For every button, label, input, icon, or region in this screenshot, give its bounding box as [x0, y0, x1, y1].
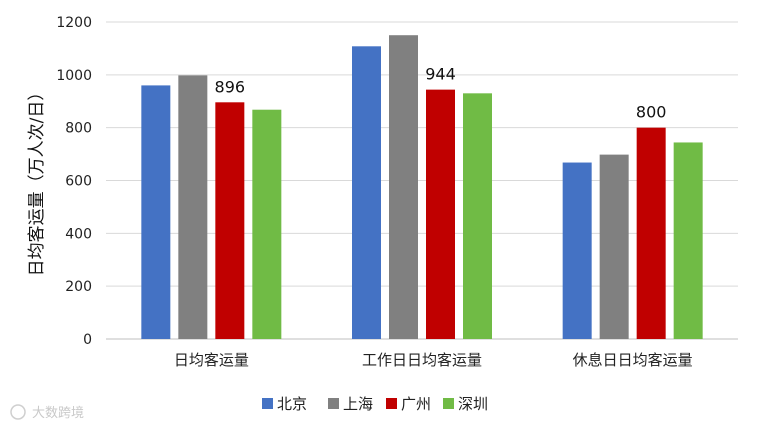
y-tick-label: 1200	[56, 15, 92, 31]
bar	[352, 46, 381, 339]
bars	[141, 35, 703, 340]
y-tick-label: 200	[65, 279, 92, 295]
data-label: 944	[425, 65, 456, 84]
data-label: 800	[636, 103, 667, 122]
bar	[599, 154, 629, 339]
gridlines	[106, 21, 738, 340]
legend-label: 深圳	[458, 395, 488, 413]
x-tick-label: 工作日日均客运量	[362, 351, 482, 369]
y-tick-labels: 0 200 400 600 800 1000 1200	[56, 15, 92, 348]
bar	[389, 35, 418, 339]
category-labels: 日均客运量 工作日日均客运量 休息日日均客运量	[174, 351, 693, 369]
bar	[426, 89, 455, 339]
bar	[463, 93, 492, 339]
legend-label: 上海	[343, 395, 373, 413]
watermark: 大数跨境	[10, 404, 84, 421]
legend-swatch	[386, 398, 397, 409]
legend: 北京 上海 广州 深圳	[262, 395, 488, 413]
watermark-text: 大数跨境	[32, 406, 84, 421]
y-tick-label: 1000	[56, 68, 92, 84]
legend-swatch	[328, 398, 339, 409]
data-labels: 896 944 800	[215, 65, 667, 122]
bar	[562, 162, 592, 339]
bar	[636, 127, 666, 340]
x-tick-label: 日均客运量	[174, 351, 249, 369]
y-tick-label: 0	[83, 332, 92, 348]
y-tick-label: 800	[65, 121, 92, 137]
bar	[141, 85, 171, 340]
watermark-logo-icon	[10, 404, 26, 420]
bar	[252, 109, 282, 339]
data-label: 896	[215, 77, 246, 96]
legend-swatch	[262, 398, 273, 409]
bar	[673, 142, 703, 339]
x-tick-label: 休息日日均客运量	[573, 351, 693, 369]
y-tick-label: 600	[65, 174, 92, 190]
legend-swatch	[443, 398, 454, 409]
legend-label: 广州	[401, 395, 431, 413]
y-tick-label: 400	[65, 226, 92, 242]
y-axis-label: 日均客运量（万人次/日）	[27, 84, 47, 277]
bar	[215, 102, 245, 339]
bar	[178, 75, 208, 339]
legend-label: 北京	[277, 395, 307, 413]
